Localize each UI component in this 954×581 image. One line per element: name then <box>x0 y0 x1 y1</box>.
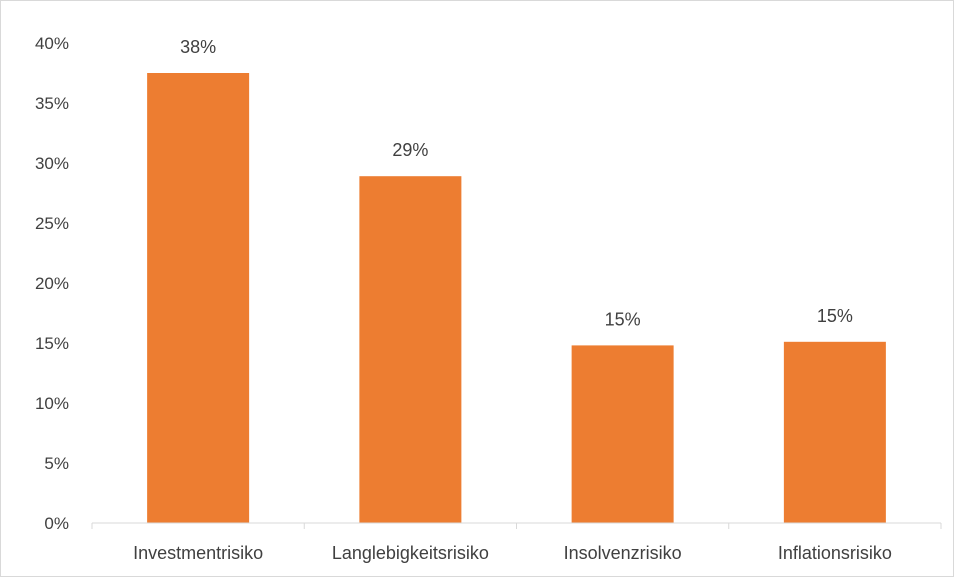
category-label: Inflationsrisiko <box>778 543 892 563</box>
y-tick-label: 30% <box>35 154 69 173</box>
bar <box>571 345 674 523</box>
y-tick-label: 20% <box>35 274 69 293</box>
bar <box>783 341 886 523</box>
data-label: 38% <box>180 37 216 57</box>
y-tick-label: 5% <box>44 454 69 473</box>
y-tick-label: 10% <box>35 394 69 413</box>
data-label: 29% <box>392 140 428 160</box>
bar <box>147 73 250 523</box>
category-label: Insolvenzrisiko <box>564 543 682 563</box>
category-labels: Investmentrisiko Langlebigkeitsrisiko Inso… <box>133 543 892 563</box>
y-tick-label: 40% <box>35 34 69 53</box>
y-tick-label: 15% <box>35 334 69 353</box>
bar <box>359 176 462 523</box>
category-label: Investmentrisiko <box>133 543 263 563</box>
y-tick-label: 35% <box>35 94 69 113</box>
y-tick-label: 25% <box>35 214 69 233</box>
data-label: 15% <box>605 309 641 329</box>
y-tick-label: 0% <box>44 514 69 533</box>
x-axis <box>91 522 942 529</box>
data-labels: 38% 29% 15% 15% <box>180 37 853 329</box>
bars <box>147 73 886 523</box>
y-axis-ticks: 0% 5% 10% 15% 20% 25% 30% 35% 40% <box>35 34 69 533</box>
category-label: Langlebigkeitsrisiko <box>332 543 489 563</box>
data-label: 15% <box>817 306 853 326</box>
